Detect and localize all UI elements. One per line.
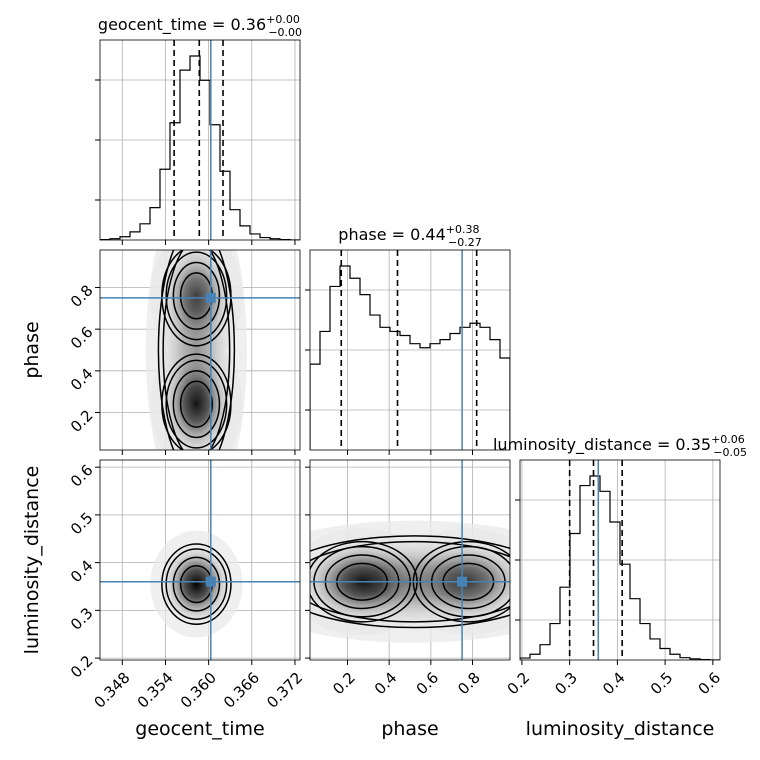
panel-clip (520, 460, 720, 660)
y-axis-label-phase: phase (21, 321, 43, 378)
y-tick-label: 0.6 (67, 323, 97, 353)
histogram-step (520, 475, 720, 660)
y-tick-label: 0.6 (67, 461, 97, 491)
x-tick-label: 0.3 (551, 669, 581, 699)
density-panel-phase_vs_geocent_time (95, 249, 301, 455)
density-panel-luminosity_distance_vs_geocent_time (95, 459, 301, 665)
x-tick-label: 0.5 (647, 669, 677, 699)
x-tick-label: 0.4 (371, 669, 401, 699)
contour-line (310, 535, 510, 629)
panel-frame (99, 459, 301, 661)
density-panel-luminosity_distance_vs_phase (305, 459, 511, 665)
x-tick-label: 0.8 (454, 669, 484, 699)
contour-line (310, 540, 510, 623)
subplot-title-luminosity_distance: luminosity_distance = 0.35+0.06 −0.05 (493, 433, 747, 459)
x-tick-label: 0.6 (695, 669, 725, 699)
contour-line (172, 556, 221, 612)
y-tick-label: 0.2 (67, 652, 97, 682)
x-tick-label: 0.4 (599, 669, 629, 699)
panel-clip (310, 460, 510, 660)
contour-line (165, 548, 228, 620)
panel-frame (309, 459, 511, 661)
subplot-title-phase: phase = 0.44+0.38 −0.27 (338, 223, 481, 249)
x-tick-label: 0.2 (504, 669, 534, 699)
x-tick-label: 0.372 (263, 669, 306, 712)
x-axis-label-luminosity_distance: luminosity_distance (526, 718, 715, 740)
panel-clip (310, 250, 510, 450)
contour-line (157, 250, 236, 450)
y-tick-label: 0.2 (67, 406, 97, 436)
x-tick-label: 0.354 (134, 669, 177, 712)
x-axis-label-phase: phase (381, 718, 438, 740)
contour-line (162, 250, 231, 450)
y-tick-label: 0.5 (67, 509, 97, 539)
contour-line (172, 370, 221, 439)
y-tick-label: 0.4 (67, 556, 97, 586)
x-axis-label-geocent_time: geocent_time (135, 718, 264, 740)
truth-marker (457, 576, 468, 587)
histogram-step (310, 265, 510, 450)
x-tick-label: 0.6 (413, 669, 443, 699)
hist-panel-geocent_time (95, 39, 301, 245)
subplot-title-geocent_time: geocent_time = 0.36+0.00 −0.00 (98, 13, 302, 39)
x-tick-label: 0.348 (91, 669, 134, 712)
hist-panel-phase (305, 249, 511, 455)
density-blob (161, 544, 231, 625)
panel-clip (100, 460, 300, 660)
contour-line (161, 543, 232, 625)
panel-clip (100, 250, 300, 450)
y-tick-label: 0.4 (67, 365, 97, 395)
x-tick-label: 0.366 (220, 669, 263, 712)
contour-line (179, 380, 213, 428)
panel-clip (100, 40, 300, 240)
panel-frame (99, 249, 301, 451)
x-tick-label: 0.360 (177, 669, 220, 712)
hist-panel-luminosity_distance (515, 459, 721, 665)
truth-marker (205, 292, 216, 303)
truth-marker (205, 576, 216, 587)
x-tick-label: 0.2 (329, 669, 359, 699)
contour-line (165, 251, 228, 341)
y-tick-label: 0.3 (67, 604, 97, 634)
y-tick-label: 0.8 (67, 281, 97, 311)
contour-line (165, 359, 228, 449)
contour-line (172, 261, 221, 330)
y-axis-label-luminosity_distance: luminosity_distance (21, 466, 43, 655)
